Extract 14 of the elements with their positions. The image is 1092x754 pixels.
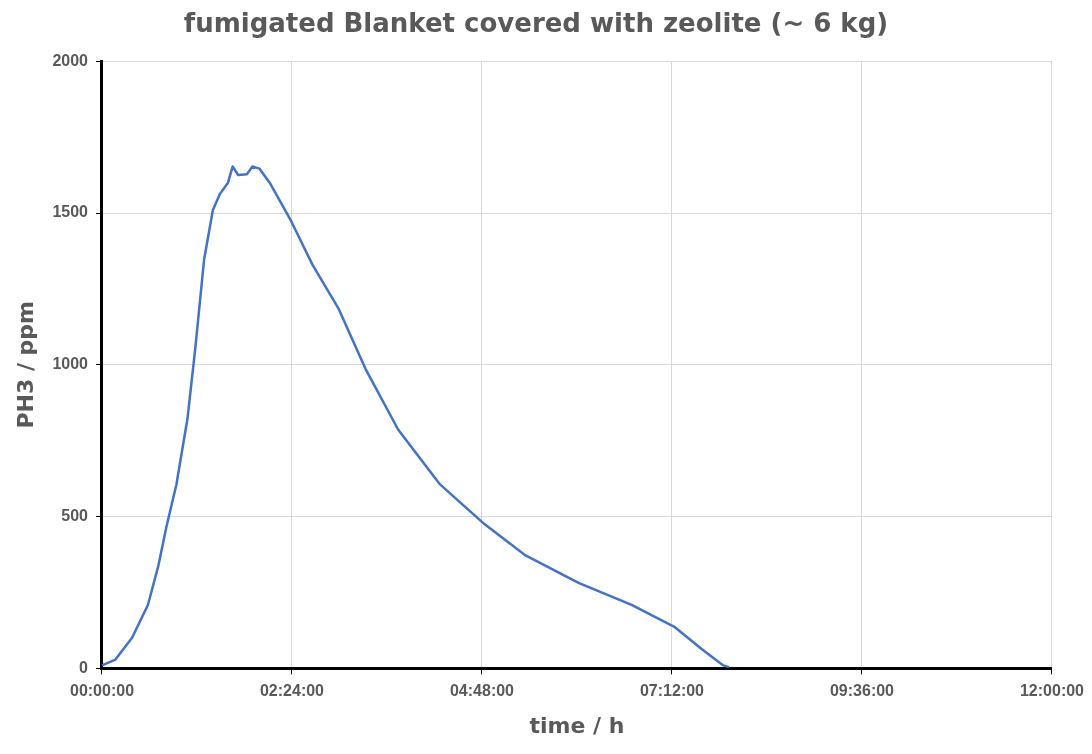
x-tick-label: 00:00:00 <box>69 682 135 700</box>
x-tick-label: 09:36:00 <box>829 682 895 700</box>
chart-title: fumigated Blanket covered with zeolite (~ 6 kg) <box>183 8 889 39</box>
x-tick-label: 02:24:00 <box>259 682 325 700</box>
x-tick-label: 04:48:00 <box>449 682 515 700</box>
y-tick-label: 1000 <box>52 355 89 373</box>
y-axis-title: PH3 / ppm <box>12 300 38 429</box>
y-tick-label: 2000 <box>52 51 89 69</box>
y-tick-label: 500 <box>61 507 89 525</box>
x-tick-label: 12:00:00 <box>1019 682 1085 700</box>
x-tick-label: 07:12:00 <box>639 682 705 700</box>
x-axis-title: time / h <box>529 712 625 738</box>
y-tick-label: 1500 <box>52 203 89 221</box>
y-tick-label: 0 <box>79 658 89 676</box>
